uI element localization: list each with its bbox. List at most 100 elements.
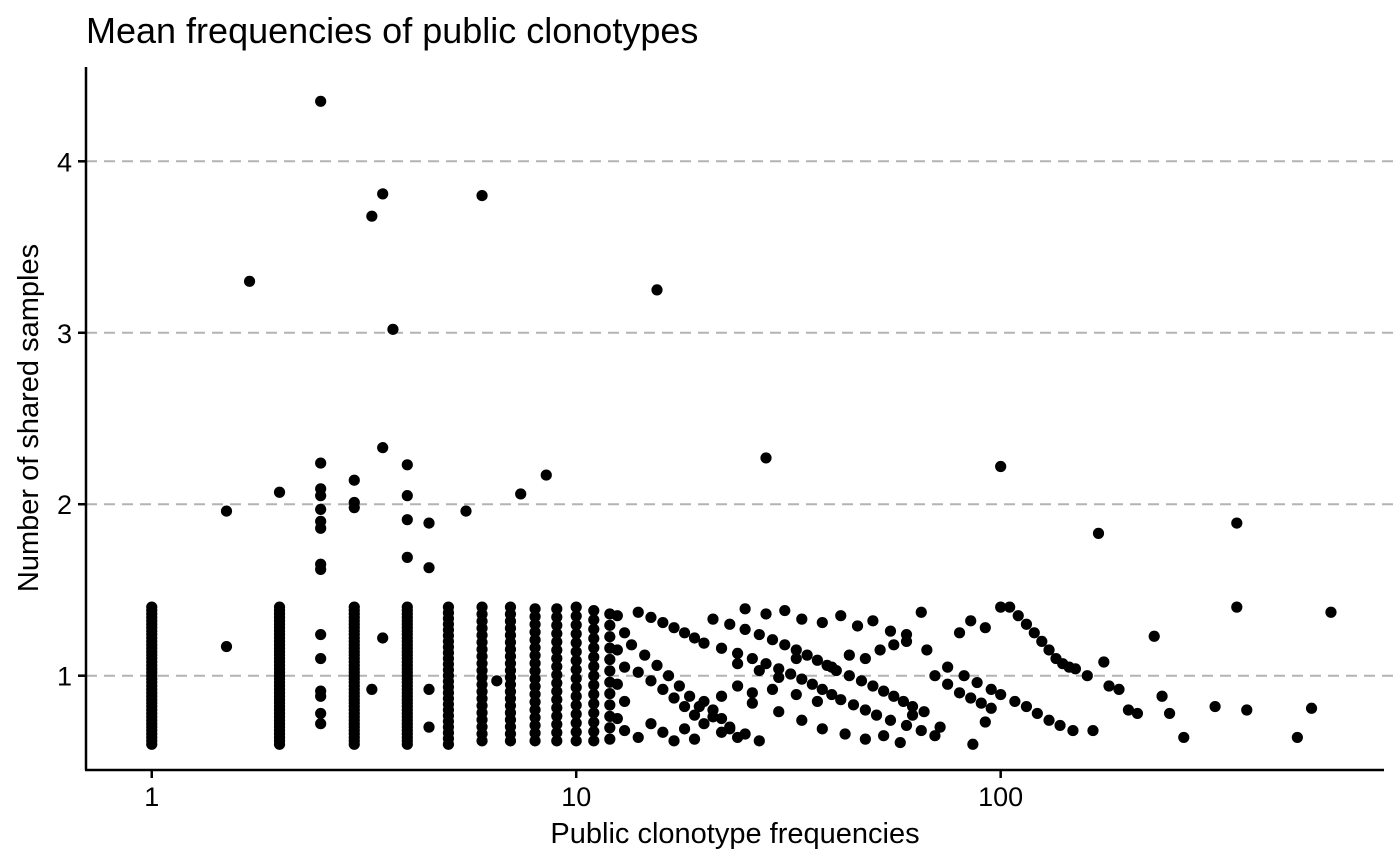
data-point <box>958 670 970 682</box>
data-point <box>806 678 818 690</box>
data-point <box>632 666 644 678</box>
data-point <box>618 724 631 737</box>
data-point <box>1043 644 1055 656</box>
data-point <box>975 697 987 709</box>
data-point <box>811 654 823 666</box>
data-point <box>551 735 563 747</box>
data-point <box>588 725 600 738</box>
data-point <box>401 490 413 502</box>
data-point <box>746 652 758 665</box>
data-point <box>604 665 616 677</box>
data-point <box>678 700 691 713</box>
data-point <box>423 517 435 529</box>
data-point <box>715 712 728 725</box>
data-point <box>348 601 360 613</box>
data-point <box>529 673 541 685</box>
data-point <box>870 709 883 721</box>
data-point <box>1081 670 1093 682</box>
data-point <box>835 610 847 622</box>
data-point <box>985 702 997 714</box>
data-point <box>588 604 600 617</box>
data-point <box>570 717 582 729</box>
data-point <box>1012 610 1024 622</box>
data-point <box>551 693 563 706</box>
data-point <box>315 718 327 730</box>
data-point <box>604 722 616 734</box>
data-point <box>551 669 563 681</box>
data-point <box>1113 683 1125 696</box>
data-point <box>423 562 435 574</box>
data-point <box>476 189 488 202</box>
data-point <box>570 619 582 631</box>
data-point <box>816 683 828 696</box>
data-point <box>570 681 582 693</box>
data-point <box>529 719 541 731</box>
data-point <box>900 719 913 732</box>
data-point <box>570 735 582 747</box>
data-point <box>529 688 541 700</box>
data-point <box>739 603 751 615</box>
data-point <box>551 710 563 722</box>
data-point <box>1009 695 1021 708</box>
data-point <box>921 644 933 656</box>
data-point <box>753 735 765 747</box>
data-point <box>668 735 680 747</box>
data-point <box>315 490 327 502</box>
data-point <box>529 711 541 724</box>
data-point <box>867 615 879 627</box>
data-point <box>1148 630 1160 642</box>
data-point <box>529 634 541 646</box>
data-point <box>657 683 669 696</box>
data-point <box>611 712 623 725</box>
data-point <box>366 210 378 222</box>
data-point <box>551 702 563 714</box>
data-point <box>588 698 600 710</box>
data-point <box>897 695 910 708</box>
data-point <box>611 610 623 622</box>
data-point <box>588 614 600 626</box>
data-point <box>551 636 563 648</box>
data-point <box>570 672 582 685</box>
data-point <box>878 730 890 742</box>
data-point <box>570 690 582 702</box>
data-point <box>971 676 983 689</box>
data-point <box>707 704 719 716</box>
data-point <box>1031 707 1043 720</box>
data-point <box>315 690 327 702</box>
data-point <box>220 640 233 653</box>
data-point <box>315 457 327 469</box>
data-point <box>1163 707 1176 720</box>
data-point <box>918 706 930 718</box>
data-point <box>760 452 772 464</box>
data-point <box>588 688 600 700</box>
data-point <box>779 639 791 651</box>
data-point <box>476 601 488 613</box>
data-point <box>796 673 808 685</box>
data-point <box>985 683 997 696</box>
data-point <box>604 733 616 745</box>
data-point <box>401 601 413 613</box>
data-point <box>570 726 582 738</box>
data-point <box>811 695 823 708</box>
data-point <box>796 613 808 625</box>
data-point <box>387 323 399 335</box>
data-point <box>934 721 946 733</box>
gridlines <box>86 160 1400 677</box>
data-point <box>1004 601 1016 613</box>
data-point <box>995 601 1007 613</box>
data-point <box>604 619 616 631</box>
data-point <box>688 709 701 721</box>
data-point <box>724 618 736 630</box>
data-point <box>888 690 900 702</box>
data-point <box>570 699 582 711</box>
data-point <box>942 678 954 690</box>
data-point <box>929 670 941 682</box>
data-point <box>570 628 582 640</box>
y-tick-label: 2 <box>57 490 72 520</box>
data-point <box>651 659 663 672</box>
y-tick-label: 1 <box>57 662 72 692</box>
data-point <box>632 731 644 744</box>
data-point <box>377 442 389 454</box>
data-point <box>698 695 710 708</box>
